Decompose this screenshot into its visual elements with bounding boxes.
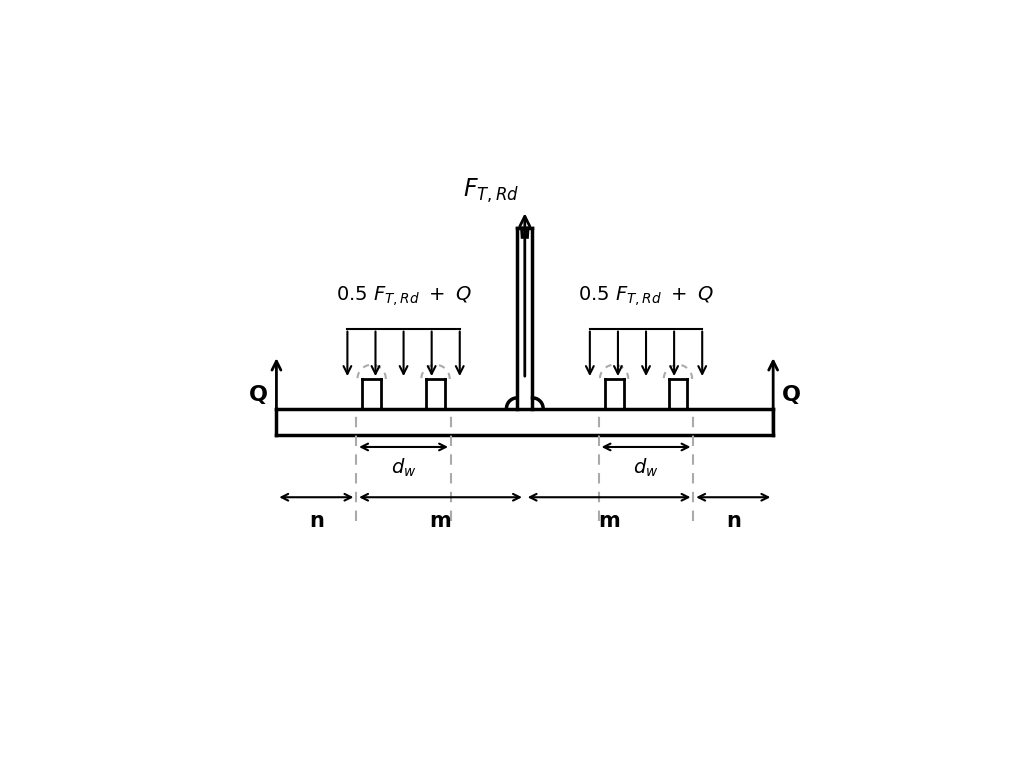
Text: $0.5\ F_{T,Rd}\ +\ Q$: $0.5\ F_{T,Rd}\ +\ Q$ xyxy=(579,284,714,308)
Text: n: n xyxy=(726,511,740,531)
Text: m: m xyxy=(598,511,620,531)
Text: $d_w$: $d_w$ xyxy=(391,456,417,478)
Text: Q: Q xyxy=(781,386,801,406)
Text: $0.5\ F_{T,Rd}\ +\ Q$: $0.5\ F_{T,Rd}\ +\ Q$ xyxy=(336,284,471,308)
Text: Q: Q xyxy=(249,386,268,406)
Text: $d_w$: $d_w$ xyxy=(633,456,658,478)
Text: m: m xyxy=(430,511,452,531)
Text: n: n xyxy=(309,511,324,531)
Text: $F_{T,Rd}$: $F_{T,Rd}$ xyxy=(463,177,519,204)
